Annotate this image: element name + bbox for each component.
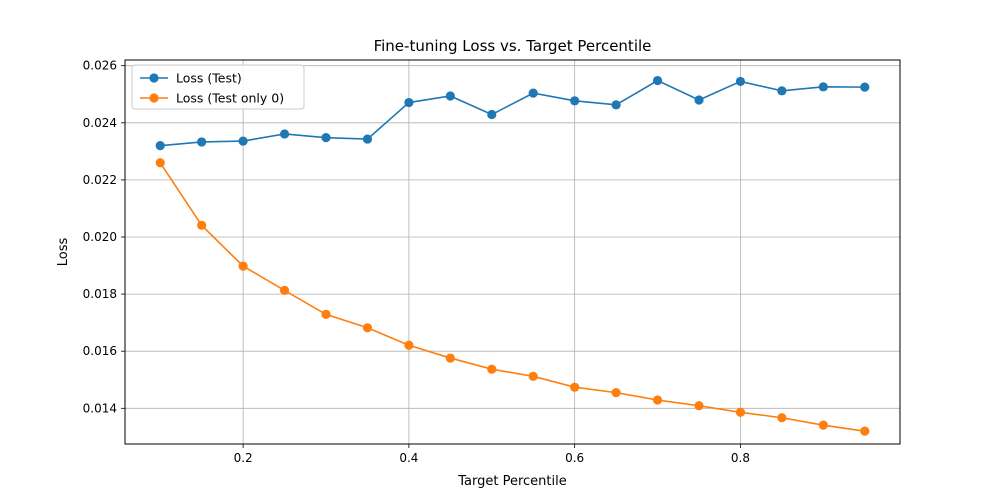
data-point: [528, 88, 538, 98]
series-1: [155, 75, 870, 151]
legend-marker: [149, 73, 159, 83]
data-point: [735, 76, 746, 87]
series-2: [155, 158, 870, 436]
data-point: [197, 137, 207, 147]
data-point: [860, 82, 870, 92]
data-point: [818, 420, 828, 430]
legend-box: [131, 64, 305, 110]
data-point: [694, 95, 704, 105]
y-tick-label: 0.024: [83, 116, 117, 130]
data-point: [321, 133, 331, 143]
data-point: [155, 158, 165, 168]
legend: Loss (Test) Loss (Test only 0): [131, 64, 305, 110]
data-point: [487, 364, 497, 374]
y-tick-label: 0.018: [83, 287, 117, 301]
legend-item: Loss (Test only 0): [140, 91, 284, 106]
series-line: [160, 79, 865, 147]
x-axis-label: Target Percentile: [457, 474, 567, 489]
series-line: [159, 162, 865, 432]
data-point: [362, 134, 373, 144]
data-point: [445, 91, 455, 101]
data-point: [238, 261, 248, 271]
data-point: [404, 340, 414, 350]
chart-title: Fine-tuning Loss vs. Target Percentile: [374, 37, 652, 55]
x-tick-label: 0.8: [731, 451, 750, 465]
data-point: [321, 309, 331, 319]
y-tick-label: 0.022: [83, 173, 117, 187]
data-point: [611, 100, 621, 110]
plot-area: [125, 60, 900, 444]
data-point: [570, 96, 580, 106]
data-point: [570, 382, 580, 392]
legend-item: Loss (Test): [140, 71, 242, 86]
axis-ticks: 0.2 0.4 0.6 0.8 0.014 0.016 0.018 0.020 0.022 0.0…: [83, 59, 750, 465]
data-point: [197, 220, 207, 230]
x-tick-label: 0.4: [399, 451, 418, 465]
data-point: [860, 426, 870, 436]
data-point: [611, 388, 621, 398]
y-tick-label: 0.020: [83, 230, 117, 244]
x-tick-label: 0.2: [234, 451, 253, 465]
data-point: [155, 141, 165, 151]
y-tick-label: 0.026: [83, 59, 117, 73]
data-point: [404, 97, 414, 108]
data-point: [652, 395, 663, 405]
legend-marker: [149, 93, 159, 103]
plot-frame: [124, 59, 901, 445]
data-point: [777, 413, 787, 423]
data-point: [694, 401, 704, 411]
data-point: [818, 82, 828, 92]
legend-label: Loss (Test): [176, 71, 242, 86]
data-point: [445, 353, 455, 363]
data-point: [238, 136, 248, 146]
data-point: [777, 86, 787, 96]
data-point: [528, 371, 538, 381]
y-tick-label: 0.016: [83, 344, 117, 358]
data-point: [487, 109, 497, 120]
y-axis-label: Loss: [56, 238, 71, 267]
x-tick-label: 0.6: [565, 451, 584, 465]
legend-label: Loss (Test only 0): [176, 91, 284, 106]
data-point: [652, 75, 663, 86]
y-tick-label: 0.014: [83, 401, 117, 415]
data-point: [279, 285, 290, 295]
data-point: [279, 129, 290, 139]
series-layer: [155, 75, 870, 436]
data-point: [735, 407, 746, 417]
data-point: [362, 323, 373, 333]
